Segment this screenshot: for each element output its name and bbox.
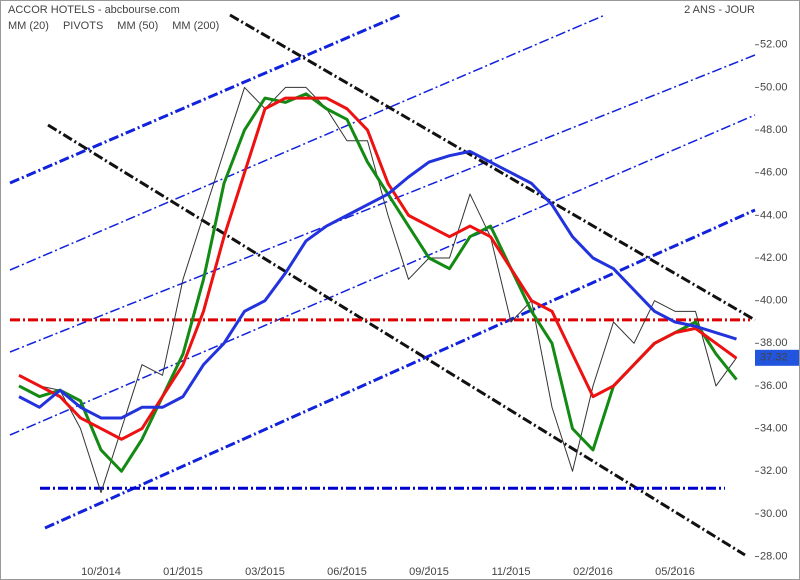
y-tick-label: 44.00 [760, 209, 788, 221]
x-tick-label: 11/2015 [492, 566, 531, 578]
x-tick-label: 09/2015 [409, 566, 449, 578]
period: 2 ANS - JOUR [684, 4, 755, 16]
trend-line [47, 123, 746, 557]
y-tick-label: 36.00 [760, 380, 788, 392]
y-tick-label: 50.00 [760, 81, 788, 93]
trendlines [9, 13, 756, 557]
x-tick-label: 05/2016 [655, 566, 695, 578]
x-tick-label: 01/2015 [163, 566, 203, 578]
x-tick-label: 06/2015 [327, 566, 367, 578]
y-tick-label: 30.00 [760, 508, 788, 520]
y-tick-label: 40.00 [760, 295, 788, 307]
legend-entry: MM (20) [8, 20, 49, 32]
channel-line [44, 208, 756, 530]
y-tick-label: 32.00 [760, 465, 788, 477]
y-tick-label: 48.00 [760, 124, 788, 136]
legend-entry: MM (200) [172, 20, 219, 32]
channel-line [9, 54, 756, 353]
y-tick-label: 42.00 [760, 252, 788, 264]
x-tick-label: 03/2015 [245, 566, 285, 578]
last-price: 37.32 [760, 352, 788, 364]
legend-entry: PIVOTS [63, 20, 103, 32]
y-tick-label: 34.00 [760, 423, 788, 435]
chart-title: ACCOR HOTELS - abcbourse.com [8, 4, 180, 16]
y-tick-label: 46.00 [760, 167, 788, 179]
x-tick-label: 02/2016 [573, 566, 613, 578]
channel-line [9, 13, 401, 185]
ma-line [18, 149, 737, 420]
legend-entry: MM (50) [117, 20, 158, 32]
y-tick-label: 38.00 [760, 337, 788, 349]
y-tick-label: 28.00 [760, 550, 788, 562]
x-tick-label: 10/2014 [81, 566, 121, 578]
trend-line [229, 13, 756, 322]
ma-line [18, 96, 738, 441]
last-price-box [755, 349, 799, 366]
channel-line [9, 114, 756, 436]
y-tick-label: 52.00 [760, 39, 788, 51]
